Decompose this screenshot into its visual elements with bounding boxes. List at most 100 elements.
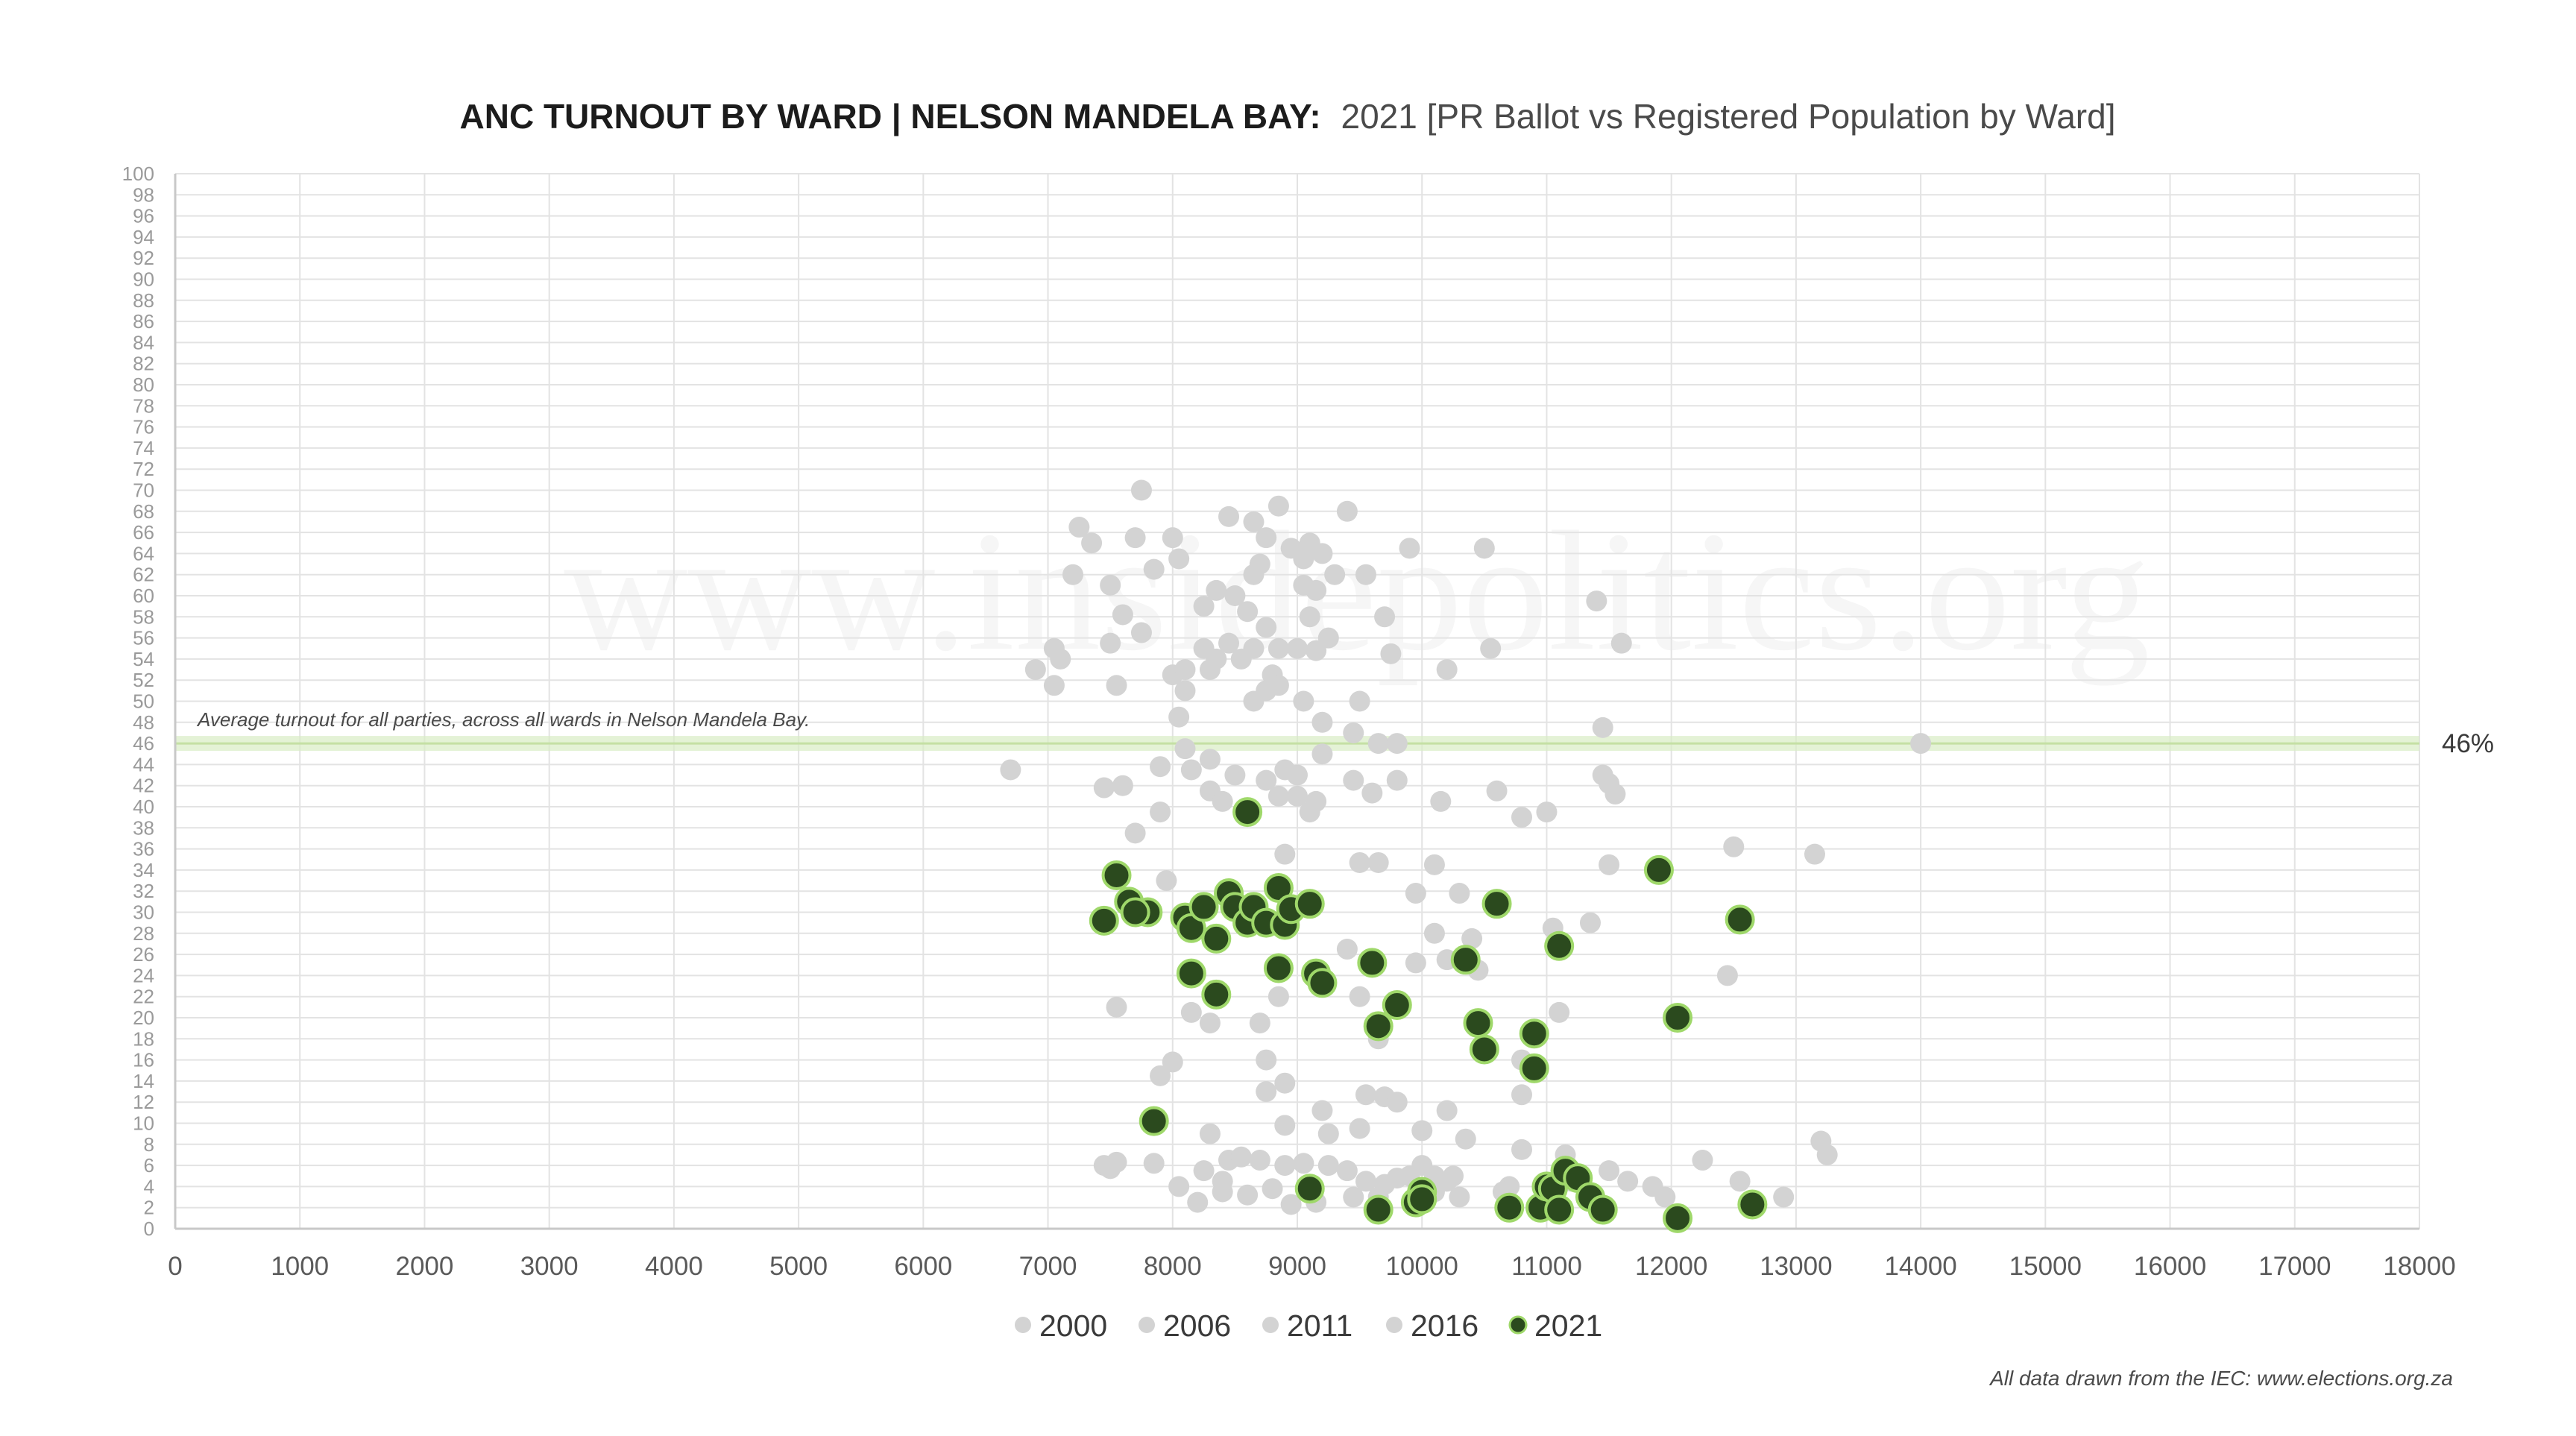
point-2011	[1287, 785, 1308, 807]
point-2016	[1187, 1191, 1209, 1213]
legend-marker-2016	[1386, 1317, 1402, 1333]
point-2021	[1663, 1003, 1693, 1033]
point-2006	[1336, 500, 1358, 522]
point-2021	[1357, 948, 1388, 978]
point-2006	[1267, 495, 1289, 517]
y-tick-label: 58	[133, 605, 154, 628]
point-2016	[1349, 1118, 1370, 1139]
point-2021	[1139, 1106, 1169, 1136]
point-2016	[1449, 1186, 1470, 1208]
y-tick-label: 92	[133, 247, 154, 269]
point-2016	[1549, 1001, 1570, 1023]
point-2011	[1243, 690, 1265, 712]
legend-item-2000: 2000	[1015, 1309, 1107, 1343]
x-axis-ticks: 0 1000 2000 3000 4000 5000 6000 7000 8000 9000 100…	[168, 1252, 2455, 1281]
source-note: All data drawn from the IEC: www.electio…	[1988, 1367, 2453, 1390]
y-tick-label: 10	[133, 1112, 154, 1135]
point-2016	[1692, 1150, 1713, 1171]
y-tick-label: 28	[133, 922, 154, 945]
point-2021	[1294, 889, 1325, 919]
y-tick-label: 26	[133, 943, 154, 966]
y-tick-label: 54	[133, 648, 154, 670]
point-2011	[1386, 733, 1408, 755]
x-tick-label: 8000	[1144, 1252, 1202, 1281]
watermark: www.insidepolitics.org	[564, 496, 2150, 686]
y-tick-label: 8	[144, 1133, 154, 1156]
point-2000	[1024, 659, 1046, 681]
point-2016	[1162, 1051, 1183, 1073]
point-2006	[1193, 596, 1215, 617]
point-2016	[1423, 854, 1445, 875]
point-2016	[1579, 912, 1601, 933]
y-tick-label: 82	[133, 353, 154, 375]
y-tick-label: 76	[133, 416, 154, 438]
point-2016	[1599, 854, 1620, 875]
point-2016	[1405, 952, 1426, 974]
point-2000	[1043, 675, 1065, 696]
point-2011	[1605, 784, 1626, 805]
point-2016	[1193, 1160, 1215, 1182]
point-2021	[1294, 1174, 1325, 1204]
point-2016	[1317, 1155, 1339, 1177]
point-2000	[1150, 802, 1171, 823]
y-tick-label: 30	[133, 901, 154, 924]
point-2006	[1237, 601, 1259, 623]
y-tick-label: 6	[144, 1154, 154, 1177]
point-2016	[1511, 1084, 1532, 1106]
point-2000	[1150, 756, 1171, 778]
y-tick-label: 56	[133, 627, 154, 649]
point-2016	[1199, 1013, 1221, 1034]
point-2016	[1386, 1092, 1408, 1113]
point-2016	[1349, 986, 1370, 1007]
point-2011	[1349, 690, 1370, 712]
point-2006	[1355, 564, 1376, 585]
point-2011	[1511, 807, 1532, 828]
average-note: Average turnout for all parties, across …	[196, 708, 810, 731]
data-points	[1000, 479, 1932, 1233]
legend-label-2021: 2021	[1534, 1309, 1602, 1343]
y-tick-label: 16	[133, 1049, 154, 1071]
chart-title: ANC TURNOUT BY WARD | NELSON MANDELA BAY…	[460, 97, 2116, 136]
point-2000	[1168, 548, 1190, 570]
y-tick-label: 88	[133, 289, 154, 312]
series-2016	[1093, 843, 1838, 1215]
x-tick-label: 11000	[1511, 1252, 1582, 1281]
series-2000	[1000, 479, 1202, 892]
point-2021	[1519, 1053, 1549, 1083]
point-2011	[1910, 733, 1932, 755]
point-2011	[1306, 790, 1327, 812]
legend: 2000 2006 2011 2016 2021	[1015, 1309, 1602, 1343]
point-2006	[1317, 627, 1339, 649]
point-2016	[1267, 986, 1289, 1007]
legend-marker-2011	[1262, 1317, 1279, 1333]
x-tick-label: 0	[168, 1252, 182, 1281]
point-2011	[1256, 769, 1277, 791]
point-2016	[1405, 883, 1426, 904]
chart-title-regular: 2021 [PR Ballot vs Registered Population…	[1341, 97, 2116, 136]
point-2000	[1081, 532, 1103, 554]
point-2006	[1243, 511, 1265, 532]
point-2006	[1293, 548, 1314, 570]
series-2021	[1089, 797, 1768, 1233]
point-2016	[1449, 883, 1470, 904]
y-tick-label: 70	[133, 479, 154, 502]
point-2016	[1249, 1150, 1270, 1171]
y-tick-label: 62	[133, 564, 154, 586]
point-2016	[1274, 1072, 1296, 1094]
point-2011	[1430, 790, 1452, 812]
point-2011	[1224, 764, 1246, 786]
point-2011	[1199, 749, 1221, 770]
y-tick-label: 86	[133, 310, 154, 333]
point-2000	[1100, 574, 1121, 596]
point-2021	[1519, 1018, 1549, 1049]
point-2016	[1100, 1158, 1121, 1180]
point-2021	[1363, 1011, 1394, 1042]
y-tick-label: 44	[133, 753, 154, 775]
y-tick-label: 64	[133, 542, 154, 564]
point-2011	[1293, 690, 1314, 712]
legend-marker-2006	[1139, 1317, 1155, 1333]
point-2021	[1176, 958, 1206, 989]
point-2006	[1256, 617, 1277, 638]
point-2000	[1130, 622, 1152, 643]
